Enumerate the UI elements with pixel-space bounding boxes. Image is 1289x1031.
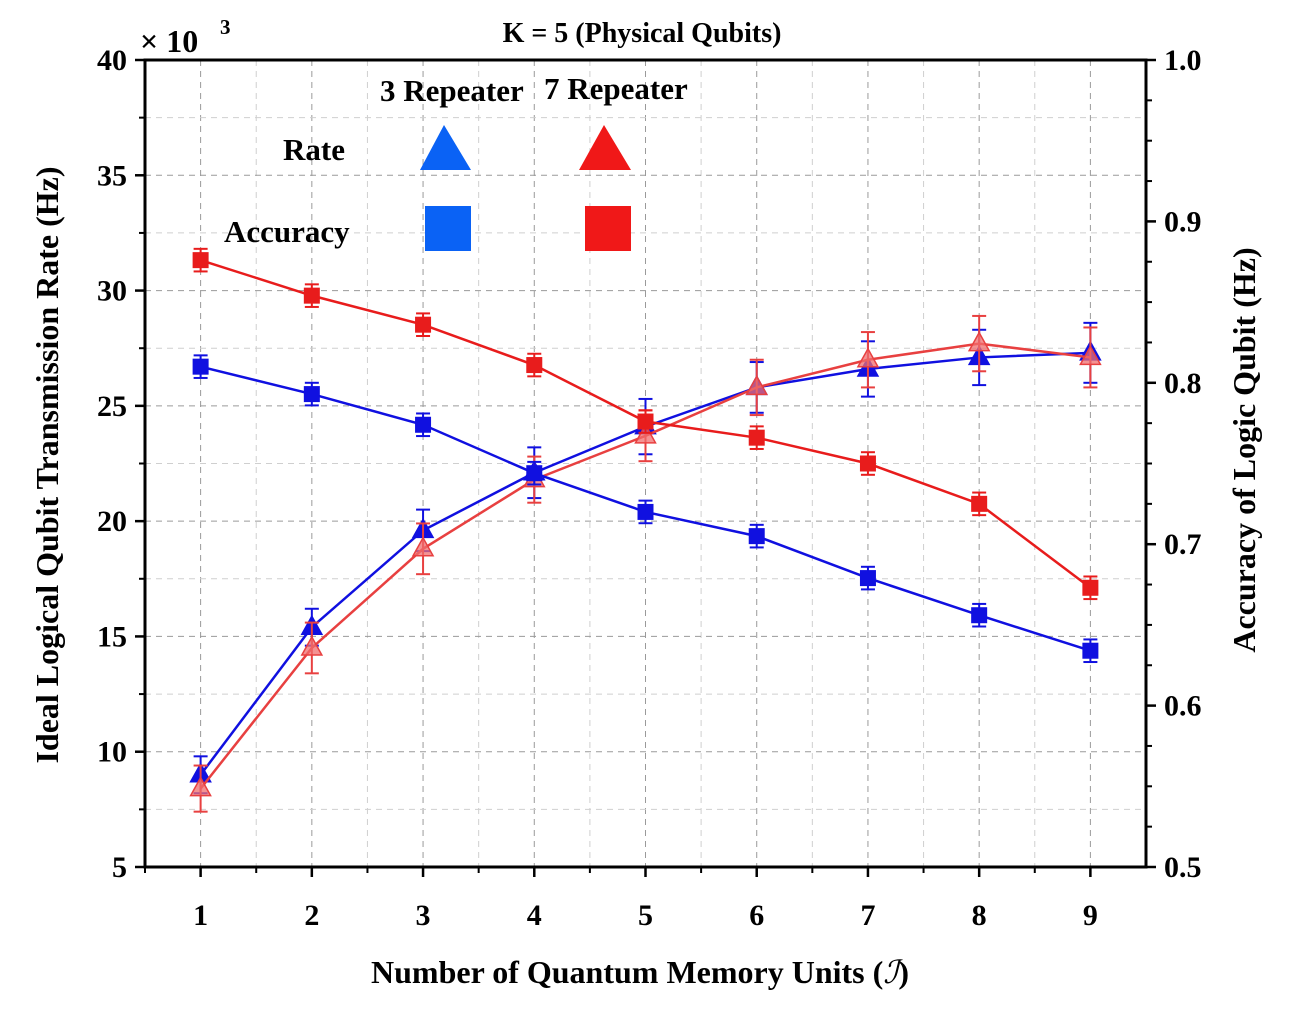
x-tick-label: 5 bbox=[638, 899, 653, 932]
x-tick-label: 4 bbox=[527, 899, 542, 932]
data-point bbox=[189, 776, 212, 797]
y-axis-right-title: Accuracy of Logic Qubit (Hz) bbox=[1226, 247, 1262, 652]
y-right-tick-label: 0.9 bbox=[1164, 205, 1202, 238]
series-7-repeater-accuracy bbox=[192, 247, 1099, 601]
legend-triangle-7-repeater bbox=[579, 125, 631, 170]
y-right-tick-label: 0.6 bbox=[1164, 690, 1202, 723]
series-layer bbox=[189, 247, 1102, 813]
multiplier-base: × 10 bbox=[140, 23, 198, 59]
y-right-tick-label: 0.8 bbox=[1164, 367, 1202, 400]
multiplier-exponent: 3 bbox=[220, 15, 231, 39]
y-left-tick-label: 25 bbox=[97, 390, 127, 423]
ticks: 1 2 3 4 5 6 7 8 9 5 10 15 20 25 30 35 40 0.5 0.6 0.7 0.8 0.9 1… bbox=[97, 44, 1202, 932]
x-tick-label: 3 bbox=[416, 899, 431, 932]
data-point bbox=[967, 331, 991, 352]
x-tick-label: 2 bbox=[304, 899, 319, 932]
y-right-tick-label: 1.0 bbox=[1164, 44, 1202, 77]
data-point bbox=[748, 429, 765, 446]
data-point bbox=[971, 495, 988, 512]
x-tick-label: 6 bbox=[749, 899, 764, 932]
data-point bbox=[971, 607, 988, 624]
x-axis-title: Number of Quantum Memory Units (ℐ) bbox=[371, 953, 909, 991]
data-point bbox=[748, 528, 765, 545]
data-point bbox=[415, 316, 432, 333]
data-point bbox=[526, 465, 543, 482]
x-tick-label: 7 bbox=[860, 899, 875, 932]
data-point bbox=[637, 413, 654, 430]
series-3-repeater-accuracy bbox=[192, 354, 1099, 664]
y-left-tick-label: 20 bbox=[97, 505, 127, 538]
data-point bbox=[637, 503, 654, 520]
y-left-tick-label: 15 bbox=[97, 620, 127, 653]
legend-square-7-repeater bbox=[585, 206, 631, 251]
data-point bbox=[1082, 642, 1099, 659]
left-axis-multiplier: × 10 3 bbox=[140, 15, 231, 59]
legend-label-accuracy: Accuracy bbox=[224, 214, 350, 249]
data-point bbox=[192, 358, 209, 375]
y-right-tick-label: 0.5 bbox=[1164, 851, 1202, 884]
data-point bbox=[745, 374, 768, 396]
data-point bbox=[1079, 344, 1102, 366]
x-tick-label: 8 bbox=[972, 899, 987, 932]
y-right-tick-label: 0.7 bbox=[1164, 528, 1202, 561]
legend-header-7-repeater: 7 Repeater bbox=[544, 71, 688, 106]
y-left-tick-label: 5 bbox=[112, 851, 127, 884]
data-point bbox=[1082, 579, 1099, 596]
legend-triangle-3-repeater bbox=[420, 125, 471, 170]
data-point bbox=[303, 386, 320, 403]
y-left-tick-label: 30 bbox=[97, 275, 127, 308]
chart-title: K = 5 (Physical Qubits) bbox=[503, 18, 782, 49]
legend: 3 Repeater 7 Repeater Rate Accuracy bbox=[224, 71, 688, 251]
y-left-tick-label: 40 bbox=[97, 44, 127, 77]
data-point bbox=[300, 635, 324, 656]
grid bbox=[145, 59, 1146, 868]
legend-label-rate: Rate bbox=[283, 132, 345, 167]
data-point bbox=[856, 347, 880, 368]
x-axis-title-main: Number of Quantum Memory Units ( bbox=[371, 954, 883, 990]
data-point bbox=[303, 287, 320, 304]
x-axis-title-close: ) bbox=[898, 954, 909, 990]
legend-header-3-repeater: 3 Repeater bbox=[380, 73, 524, 108]
y-left-tick-label: 35 bbox=[97, 159, 127, 192]
data-point bbox=[415, 416, 432, 433]
x-tick-label: 1 bbox=[193, 899, 208, 932]
x-axis-title-symbol: ℐ bbox=[883, 953, 903, 991]
y-left-tick-label: 10 bbox=[97, 736, 127, 769]
y-axis-left-title: Ideal Logical Qubit Transmission Rate (H… bbox=[29, 166, 65, 763]
legend-square-3-repeater bbox=[425, 206, 471, 251]
data-point bbox=[526, 357, 543, 374]
x-tick-label: 9 bbox=[1083, 899, 1098, 932]
data-point bbox=[859, 570, 876, 587]
data-point bbox=[859, 455, 876, 472]
data-point bbox=[411, 536, 435, 557]
data-point bbox=[192, 252, 209, 269]
